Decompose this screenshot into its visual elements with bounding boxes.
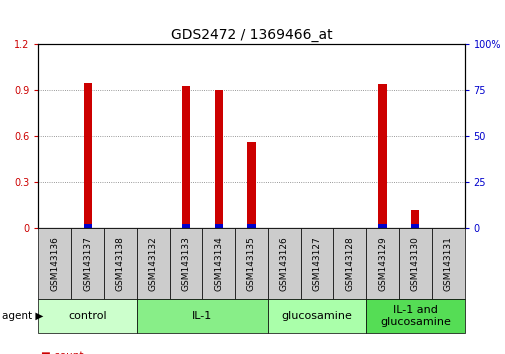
Text: GSM143132: GSM143132 (148, 236, 158, 291)
Bar (247, 224, 255, 228)
Bar (411, 210, 419, 228)
Bar (214, 90, 222, 228)
Text: agent ▶: agent ▶ (2, 311, 43, 321)
Text: GSM143137: GSM143137 (83, 236, 92, 291)
Bar (267, 299, 366, 333)
Bar (104, 228, 136, 299)
Bar (378, 224, 386, 228)
Bar (411, 224, 419, 228)
Text: glucosamine: glucosamine (281, 311, 352, 321)
Bar (136, 228, 169, 299)
Bar (300, 228, 333, 299)
Text: ■ count: ■ count (41, 351, 83, 354)
Text: GSM143126: GSM143126 (279, 236, 288, 291)
Bar (378, 84, 386, 228)
Bar (214, 224, 222, 228)
Text: GSM143135: GSM143135 (246, 236, 256, 291)
Text: GSM143131: GSM143131 (443, 236, 452, 291)
Text: GSM143136: GSM143136 (50, 236, 59, 291)
Text: GSM143134: GSM143134 (214, 236, 223, 291)
Text: control: control (68, 311, 107, 321)
Text: GSM143133: GSM143133 (181, 236, 190, 291)
Bar (366, 299, 464, 333)
Text: GSM143127: GSM143127 (312, 236, 321, 291)
Text: GSM143138: GSM143138 (116, 236, 125, 291)
Bar (136, 299, 267, 333)
Bar (38, 299, 136, 333)
Text: IL-1 and
glucosamine: IL-1 and glucosamine (379, 305, 450, 327)
Bar (181, 224, 190, 228)
Bar (366, 228, 398, 299)
Text: IL-1: IL-1 (192, 311, 212, 321)
Title: GDS2472 / 1369466_at: GDS2472 / 1369466_at (170, 28, 332, 42)
Bar (169, 228, 202, 299)
Bar (333, 228, 366, 299)
Text: GSM143128: GSM143128 (344, 236, 354, 291)
Bar (181, 86, 190, 228)
Bar (431, 228, 464, 299)
Text: GSM143130: GSM143130 (410, 236, 419, 291)
Bar (71, 228, 104, 299)
Bar (38, 228, 71, 299)
Bar (267, 228, 300, 299)
Bar (247, 142, 255, 228)
Bar (398, 228, 431, 299)
Bar (83, 82, 91, 228)
Bar (235, 228, 267, 299)
Bar (202, 228, 235, 299)
Text: GSM143129: GSM143129 (377, 236, 386, 291)
Bar (83, 224, 91, 228)
